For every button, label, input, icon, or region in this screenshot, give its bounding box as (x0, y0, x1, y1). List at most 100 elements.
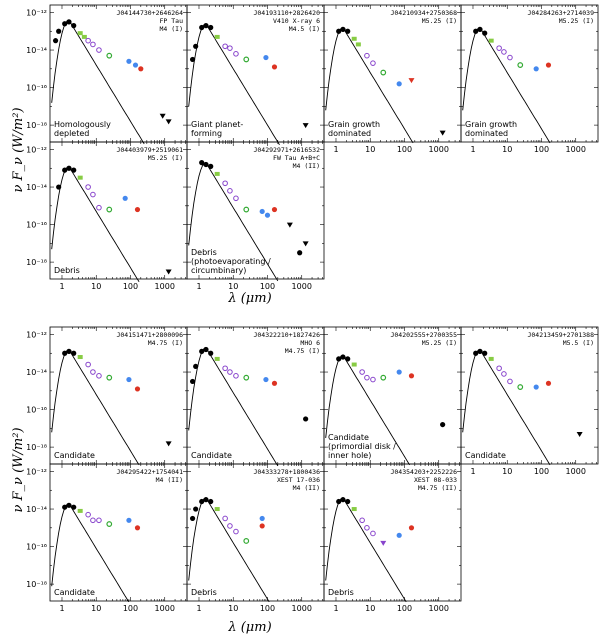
y-axis-label: ν F_ν (W/m²) (11, 107, 26, 192)
classification-label: forming (191, 129, 222, 138)
x-tick-label: 1 (470, 145, 475, 154)
x-tick-label: 1000 (292, 604, 312, 613)
mips24-point (243, 56, 250, 63)
classification-label: Candidate (191, 451, 232, 460)
source-name: J04403979+2519061 (116, 146, 183, 154)
classification-label: Debris (54, 266, 80, 275)
panel-frame (186, 141, 325, 280)
x-tick-label: 10 (365, 604, 375, 613)
upper-limit (439, 130, 446, 136)
photometry-point (208, 24, 214, 31)
classification-label: Candidate (54, 451, 95, 460)
classification-label: Candidate (328, 433, 369, 442)
photometry-point (203, 346, 209, 353)
spectral-type: M4.5 (I) (289, 25, 320, 33)
x-tick-label: 1000 (429, 604, 449, 613)
x-tick-label: 100 (260, 282, 275, 291)
pacs-point (134, 525, 141, 531)
photometry-point (71, 23, 77, 29)
x-tick-label: 1 (59, 282, 64, 291)
ircs-point (77, 508, 83, 513)
source-name: J04151471+2800096 (116, 331, 183, 339)
classification-label: Candidate (54, 588, 95, 597)
classification-label: inner hole) (328, 451, 371, 460)
source-alias: FP Tau (160, 17, 184, 25)
photometry-point (66, 165, 72, 171)
irac-point (364, 374, 370, 381)
photometry-point (340, 26, 346, 32)
photometry-point (56, 28, 62, 34)
y-tick-label: 10⁻¹⁶ (26, 84, 47, 93)
x-tick-label: 10 (365, 145, 375, 154)
spectral-type: M4.75 (I) (148, 339, 183, 347)
ircs-point (355, 42, 361, 47)
irac-point (85, 361, 91, 368)
x-tick-label: 1000 (566, 467, 586, 476)
far-ir-point (396, 81, 402, 87)
photometry-point (203, 23, 209, 29)
irac-point (233, 50, 239, 57)
photometry-point (336, 356, 342, 362)
x-tick-label: 100 (123, 604, 138, 613)
x-tick-label: 1000 (292, 282, 312, 291)
far-ir-point (263, 376, 269, 383)
spectral-type: M4 (II) (293, 484, 320, 492)
pacs-point (259, 523, 265, 529)
irac-point (501, 371, 507, 377)
irac-point (507, 378, 513, 385)
photometry-point (336, 498, 342, 505)
photometry-point (477, 26, 483, 32)
x-tick-label: 10 (502, 467, 512, 476)
spectral-type: M4 (II) (293, 162, 320, 170)
spectral-type: M5.25 (I) (422, 17, 457, 25)
far-ir-point (126, 58, 132, 64)
upper-limit (165, 441, 172, 447)
mips24-point (106, 521, 113, 527)
photometry-point (208, 350, 214, 356)
irac-point (90, 369, 96, 375)
x-tick-label: 1000 (566, 145, 586, 154)
classification-label: dominated (465, 129, 508, 138)
far-ir-point (533, 384, 539, 390)
y-tick-label: 10⁻¹² (26, 9, 47, 18)
x-tick-label: 1000 (155, 282, 175, 291)
x-tick-label: 100 (534, 145, 549, 154)
spectral-type: M5.5 (I) (563, 339, 594, 347)
irac-point (90, 191, 96, 198)
classification-label: (photoevaporating / (191, 257, 271, 266)
x-tick-label: 100 (397, 145, 412, 154)
irac-point (222, 43, 228, 50)
irac-point (96, 517, 102, 524)
photometry-point (56, 184, 62, 190)
source-name: J04210934+2750368 (390, 9, 457, 17)
photometry-point (62, 21, 68, 27)
source-name: J04284263+2714039 (527, 9, 594, 17)
y-tick-label: 10⁻¹⁴ (26, 46, 47, 55)
source-name: J04144730+2646264 (116, 9, 183, 17)
photometry-point (473, 28, 479, 34)
upper-limit (302, 123, 309, 129)
irac-point (364, 525, 370, 531)
y-tick-label: 10⁻¹² (26, 146, 47, 155)
y-tick-label: 10⁻¹⁶ (26, 406, 47, 415)
mips24-point (380, 374, 387, 381)
photosphere-model (188, 497, 270, 603)
photometry-point (303, 416, 309, 422)
ircs-point (351, 507, 357, 512)
irac-point (364, 52, 370, 59)
far-ir-point (132, 62, 139, 68)
irac-point (222, 515, 228, 522)
source-alias: XEST 08-033 (414, 476, 457, 484)
pacs-point (545, 62, 552, 68)
panel-frame (460, 326, 599, 465)
irac-point (501, 49, 507, 55)
source-name: J04193110+2826420 (253, 9, 320, 17)
spectral-type: M5.25 (I) (422, 339, 457, 347)
x-axis-label: λ (μm) (227, 291, 271, 306)
upper-limit (165, 119, 172, 125)
